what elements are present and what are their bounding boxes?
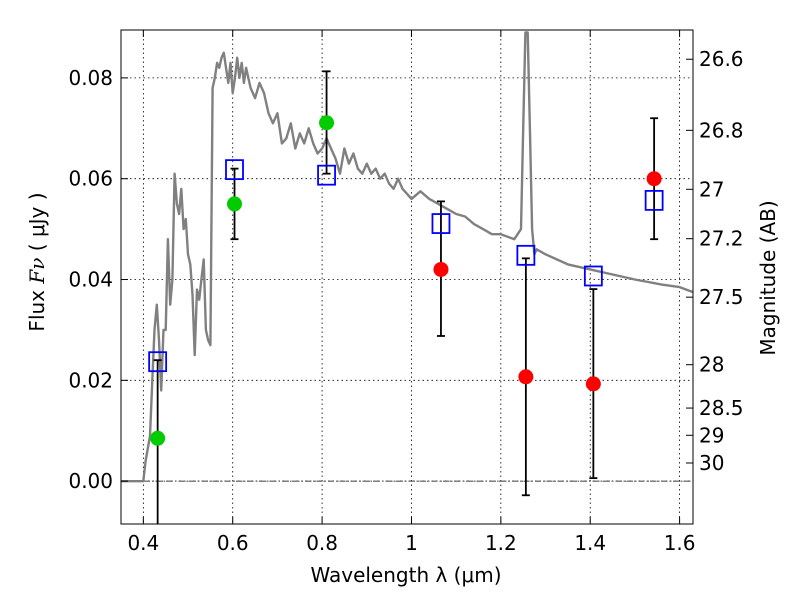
y-title-symbol: Fν xyxy=(25,258,49,285)
model-photometry-square xyxy=(431,213,451,234)
upper-limit-point xyxy=(646,171,662,187)
upper-limit-point xyxy=(585,376,601,392)
y-axis-title: Flux Fν ( μJy ) xyxy=(25,192,49,331)
model-spectrum-line xyxy=(121,31,694,483)
x-tick-label: 0.4 xyxy=(127,531,159,555)
upper-limit-point xyxy=(518,369,534,385)
y-title-prefix: Flux xyxy=(25,284,49,332)
x-tick-label: 1 xyxy=(405,531,418,555)
right-tick-label: 26.8 xyxy=(699,118,744,142)
grid-layer xyxy=(121,30,693,524)
right-tick-label: 29 xyxy=(699,423,724,447)
right-tick-label: 27.2 xyxy=(699,227,744,251)
right-tick-label: 27.5 xyxy=(699,285,744,309)
y-tick-label: 0.06 xyxy=(68,167,113,191)
detection-point xyxy=(319,115,335,131)
x-axis-title: Wavelength λ (μm) xyxy=(310,563,501,587)
detection-point xyxy=(150,430,166,446)
x-tick-label: 1.6 xyxy=(664,531,696,555)
y-tick-label: 0.08 xyxy=(68,66,113,90)
x-tick-label: 0.8 xyxy=(306,531,338,555)
right-tick-label: 27 xyxy=(699,177,724,201)
x-tick-label: 0.6 xyxy=(217,531,249,555)
right-tick-label: 28.5 xyxy=(699,396,744,420)
model-photometry-square xyxy=(225,159,244,181)
right-tick-label: 30 xyxy=(699,451,724,475)
model-photometry-square xyxy=(644,189,664,211)
marker-layer xyxy=(148,115,664,446)
right-tick-label: 28 xyxy=(699,353,724,377)
x-tick-label: 1.4 xyxy=(574,531,606,555)
errorbar-layer xyxy=(153,70,659,524)
right-tick-label: 26.6 xyxy=(699,47,744,71)
detection-point xyxy=(227,196,243,212)
right-axis-title: Magnitude (AB) xyxy=(756,200,780,355)
tick-layer xyxy=(121,30,693,524)
y-title-suffix: ( μJy ) xyxy=(25,192,49,257)
model-photometry-square xyxy=(148,351,168,373)
y-tick-label: 0.02 xyxy=(68,368,113,392)
model-photometry-square xyxy=(317,164,336,186)
upper-limit-point xyxy=(433,261,449,277)
spectrum-layer xyxy=(121,31,694,483)
x-tick-label: 1.2 xyxy=(485,531,517,555)
model-photometry-square xyxy=(583,265,603,287)
y-tick-label: 0.00 xyxy=(68,469,113,493)
y-tick-label: 0.04 xyxy=(68,268,113,292)
plot-frame xyxy=(120,29,694,525)
model-photometry-square xyxy=(516,244,536,266)
tick-label-layer: 0.4 0.6 0.8 1 1.2 1.4 1.6 0.00 0.02 0.04 0.06 0.08 2… xyxy=(68,47,743,555)
